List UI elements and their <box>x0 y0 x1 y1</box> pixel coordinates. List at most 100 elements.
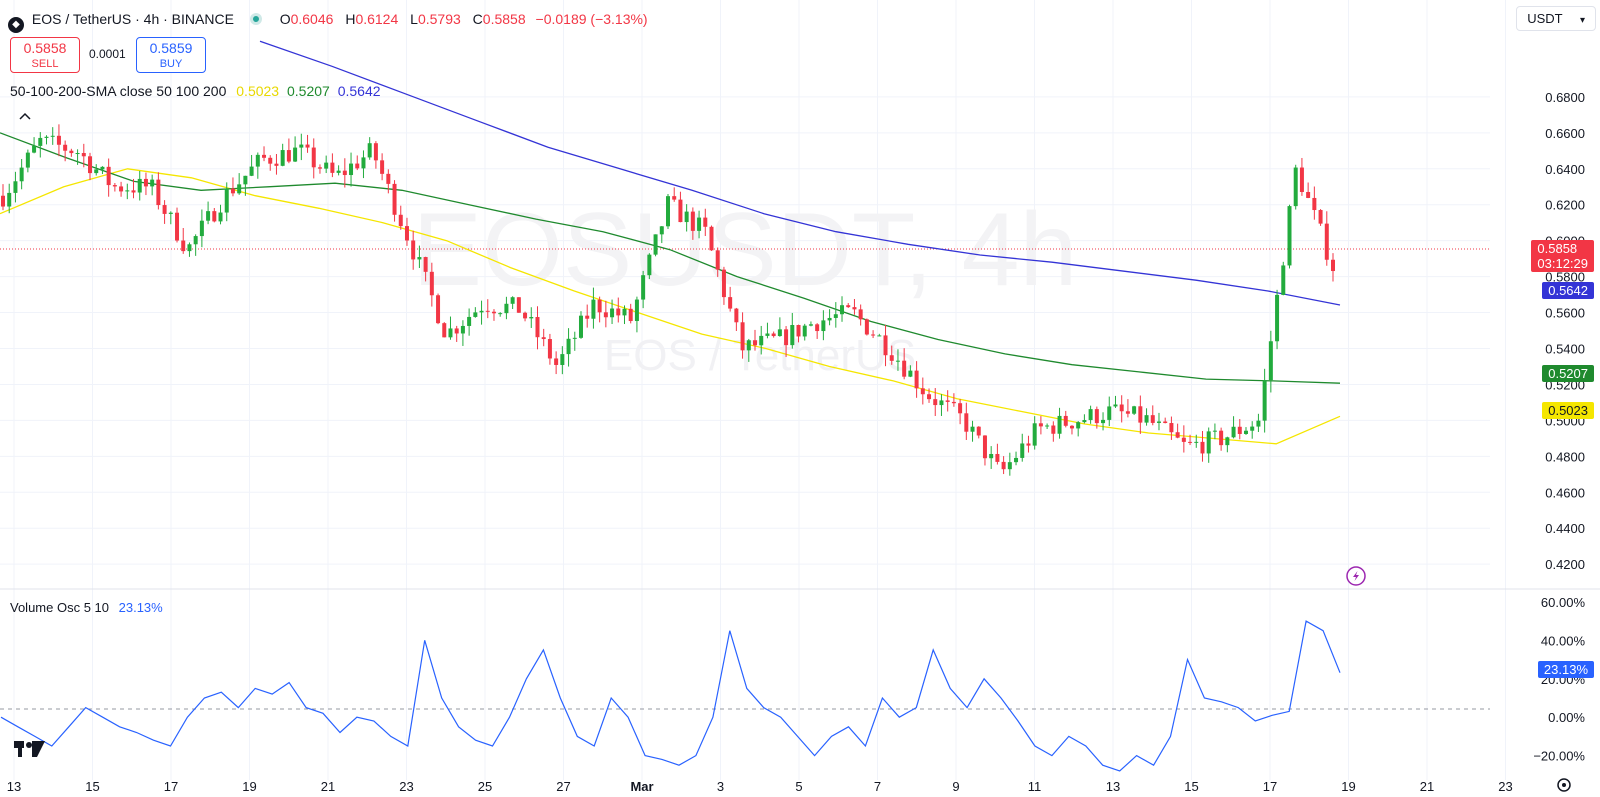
collapse-legend-icon[interactable] <box>19 112 31 120</box>
candle-body-up <box>13 181 18 193</box>
time-tick-label: 17 <box>164 779 178 794</box>
candle-body-up <box>125 190 130 192</box>
candle-body-up <box>634 299 639 322</box>
candle-body-up <box>510 297 515 304</box>
candle-body-up <box>970 426 975 432</box>
candle-body-up <box>989 453 994 459</box>
oscillator-tick-label: 60.00% <box>1541 595 1586 610</box>
candle-body-down <box>485 310 490 312</box>
last-price-tag-value: 0.5858 <box>1537 241 1578 256</box>
candle-body-up <box>255 154 260 167</box>
candle-body-down <box>1026 443 1031 446</box>
last-price-tag: 0.5858 03:12:29 <box>1531 240 1594 272</box>
candle-body-up <box>1225 437 1230 446</box>
candle-body-up <box>765 333 770 336</box>
high-value: 0.6124 <box>355 11 399 27</box>
candle-body-up <box>367 143 372 158</box>
candle-body-up <box>243 175 248 185</box>
candle-body-down <box>81 153 86 157</box>
sma-legend[interactable]: 50-100-200-SMA close 50 100 200 0.5023 0… <box>10 83 381 99</box>
candle-body-up <box>827 317 832 321</box>
candle-body-down <box>1138 406 1143 423</box>
candle-body-down <box>1312 197 1317 211</box>
candle-body-up <box>821 320 826 332</box>
candle-body-down <box>1331 259 1335 272</box>
time-tick-label: 23 <box>399 779 413 794</box>
candle-body-up <box>1144 415 1149 423</box>
candle-body-down <box>703 217 708 227</box>
candle-body-down <box>330 162 335 173</box>
candle-body-up <box>1256 420 1261 427</box>
candle-body-down <box>964 413 969 432</box>
time-tick-label: 11 <box>1028 779 1042 794</box>
candle-body-down <box>404 226 409 241</box>
time-tick-label: 15 <box>1184 779 1198 794</box>
candle-body-up <box>1107 406 1112 420</box>
candle-body-up <box>877 335 882 337</box>
high-label: H <box>345 11 356 27</box>
oscillator-tag: 23.13% <box>1537 661 1594 678</box>
candle-body-down <box>523 312 528 319</box>
candle-body-down <box>355 163 360 169</box>
candle-body-down <box>56 135 61 145</box>
candle-body-up <box>1275 294 1280 342</box>
candle-body-down <box>286 150 291 162</box>
candle-body-up <box>1293 167 1298 207</box>
sell-button[interactable]: 0.5858 SELL <box>10 37 80 73</box>
time-tick-label: 19 <box>1341 779 1355 794</box>
price-tick-label: 0.6400 <box>1545 162 1585 177</box>
candle-body-down <box>162 205 167 214</box>
price-tick-label: 0.6800 <box>1545 90 1585 105</box>
candle-body-down <box>380 160 385 174</box>
candle-body-down <box>143 178 148 187</box>
candle-body-down <box>442 323 447 338</box>
candle-body-down <box>398 214 403 227</box>
settings-gear-icon[interactable] <box>1557 778 1571 792</box>
candle-body-up <box>19 167 24 182</box>
time-tick-label: 21 <box>321 779 335 794</box>
candle-body-down <box>230 188 235 194</box>
candle-body-up <box>218 212 223 222</box>
time-tick-label: 7 <box>874 779 881 794</box>
candle-body-up <box>1268 341 1273 381</box>
candle-body-down <box>311 147 316 168</box>
candle-body-up <box>460 325 465 334</box>
candle-body-up <box>566 338 571 355</box>
oscillator-legend[interactable]: Volume Osc 5 10 23.13% <box>10 600 163 615</box>
buy-button[interactable]: 0.5859 BUY <box>136 37 206 73</box>
open-label: O <box>279 11 291 27</box>
watermark-symbol: EOSUSDT, 4h <box>413 192 1078 308</box>
candle-body-down <box>1 195 5 207</box>
candle-body-down <box>429 271 434 296</box>
symbol-title[interactable]: EOS / TetherUS · 4h · BINANCE <box>31 11 234 27</box>
candle-body-down <box>889 355 894 361</box>
candle-body-up <box>1076 422 1081 429</box>
candle-body-down <box>585 315 590 319</box>
sma100-line <box>0 132 1341 384</box>
sma200-tag: 0.5642 <box>1542 282 1594 299</box>
candle-body-up <box>50 135 55 137</box>
candle-body-down <box>1001 461 1006 470</box>
lightning-icon[interactable] <box>1346 566 1366 586</box>
candle-body-up <box>75 153 80 155</box>
candle-body-down <box>1200 441 1205 454</box>
candle-body-down <box>112 185 117 187</box>
close-value: 0.5858 <box>482 11 526 27</box>
candle-body-up <box>280 150 285 166</box>
candle-body-down <box>678 199 683 223</box>
candle-body-up <box>38 137 43 146</box>
candle-body-up <box>293 147 298 162</box>
candle-body-up <box>1007 462 1012 470</box>
candle-body-down <box>268 157 273 164</box>
eos-coin-icon: ◆ <box>8 17 24 33</box>
candle-body-up <box>697 217 702 231</box>
close-label: C <box>472 11 483 27</box>
candle-body-down <box>1038 423 1043 427</box>
candle-body-down <box>864 319 869 335</box>
currency-selector[interactable]: USDT ▾ <box>1516 6 1596 31</box>
buy-price: 0.5859 <box>149 40 193 56</box>
candle-body-down <box>914 370 919 389</box>
candle-body-down <box>1175 432 1180 438</box>
oscillator-axis-ticks: 60.00%40.00%20.00%0.00%−20.00% <box>1533 595 1585 764</box>
